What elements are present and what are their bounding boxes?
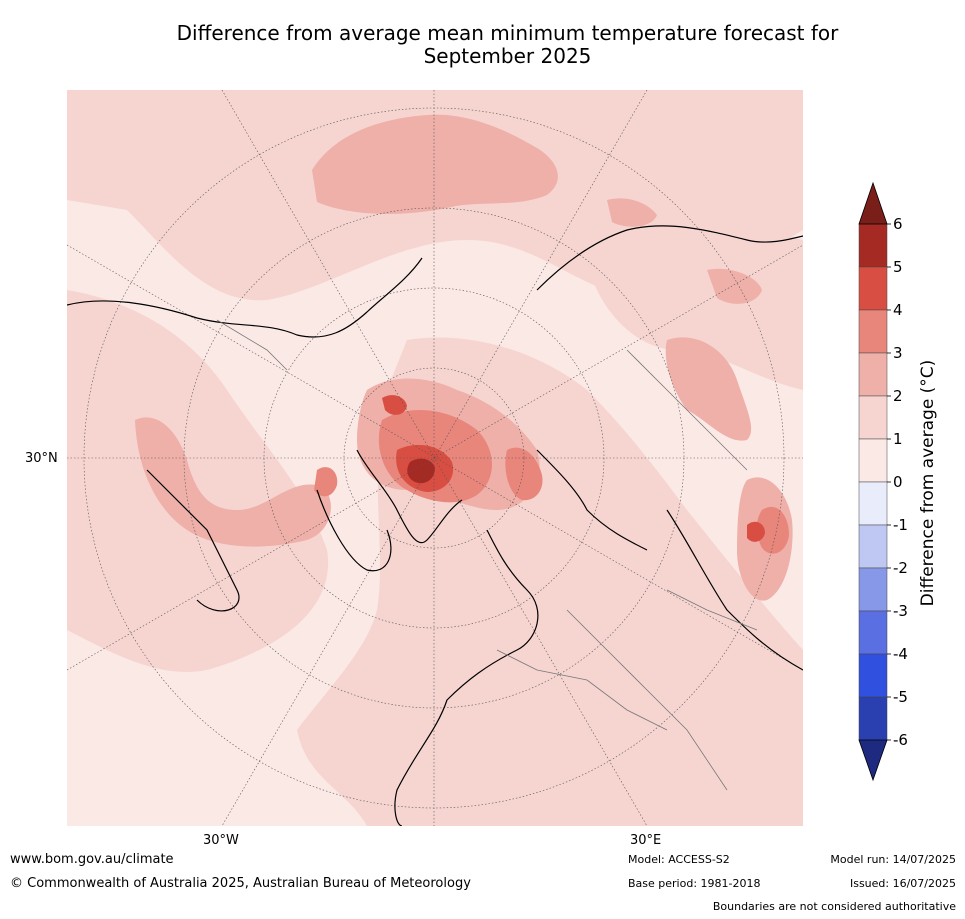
colorbar-bin: [858, 223, 888, 268]
colorbar-bin: [858, 481, 888, 526]
colorbar-tick-label: -5: [893, 688, 908, 706]
colorbar-tick-label: 2: [893, 387, 903, 405]
colorbar-bin: [858, 266, 888, 311]
colorbar-tick-label: -6: [893, 731, 908, 749]
colorbar-tick-label: -1: [893, 516, 908, 534]
colorbar-under-arrow: [858, 739, 888, 782]
colorbar-tick-label: -3: [893, 602, 908, 620]
footer-model: Model: ACCESS-S2: [628, 853, 730, 866]
colorbar-over-arrow: [858, 181, 888, 225]
footer-base-period: Base period: 1981-2018: [628, 877, 761, 890]
colorbar-bin: [858, 352, 888, 397]
colorbar-tick-label: -2: [893, 559, 908, 577]
colorbar-bin: [858, 610, 888, 655]
colorbar-svg: 6 5 4 3 2 1 0 -1 -2 -3 -4 -5 -6: [858, 181, 908, 782]
title-line-1: Difference from average mean minimum tem…: [176, 21, 839, 45]
coastlines: [67, 225, 803, 826]
colorbar-bin: [858, 438, 888, 483]
map-svg: [67, 90, 803, 826]
colorbar-bin: [858, 309, 888, 354]
footer-model-run: Model run: 14/07/2025: [830, 853, 956, 866]
colorbar-tick-label: -4: [893, 645, 908, 663]
title-line-2: September 2025: [423, 44, 592, 68]
lon-label-30e: 30°E: [630, 833, 662, 848]
anomaly-5-6: [407, 458, 435, 484]
graticule: [67, 90, 803, 826]
polar-map: [67, 90, 803, 826]
colorbar-tick-label: 6: [893, 215, 903, 233]
borders: [216, 319, 758, 791]
colorbar-title: Difference from average (°C): [918, 359, 938, 607]
colorbar-tick-label: 3: [893, 344, 903, 362]
footer-url: www.bom.gov.au/climate: [10, 852, 174, 867]
colorbar-tick-label: 0: [893, 473, 903, 491]
colorbar-bin: [858, 524, 888, 569]
lon-label-30w: 30°W: [203, 833, 239, 848]
chart-title: Difference from average mean minimum tem…: [0, 22, 965, 68]
footer-copyright: © Commonwealth of Australia 2025, Austra…: [10, 876, 471, 891]
footer-issued: Issued: 16/07/2025: [849, 877, 956, 890]
colorbar-tick-label: 1: [893, 430, 903, 448]
colorbar: 6 5 4 3 2 1 0 -1 -2 -3 -4 -5 -6: [855, 180, 965, 790]
colorbar-bin: [858, 567, 888, 612]
colorbar-tick-label: 4: [893, 301, 903, 319]
colorbar-bin: [858, 653, 888, 698]
footer-disclaimer: Boundaries are not considered authoritat…: [712, 900, 956, 913]
colorbar-ticks: 6 5 4 3 2 1 0 -1 -2 -3 -4 -5 -6: [887, 215, 908, 749]
colorbar-tick-label: 5: [893, 258, 903, 276]
colorbar-bin: [858, 395, 888, 440]
lat-label-30n: 30°N: [25, 451, 58, 466]
colorbar-bins: [858, 223, 888, 741]
colorbar-bin: [858, 696, 888, 741]
